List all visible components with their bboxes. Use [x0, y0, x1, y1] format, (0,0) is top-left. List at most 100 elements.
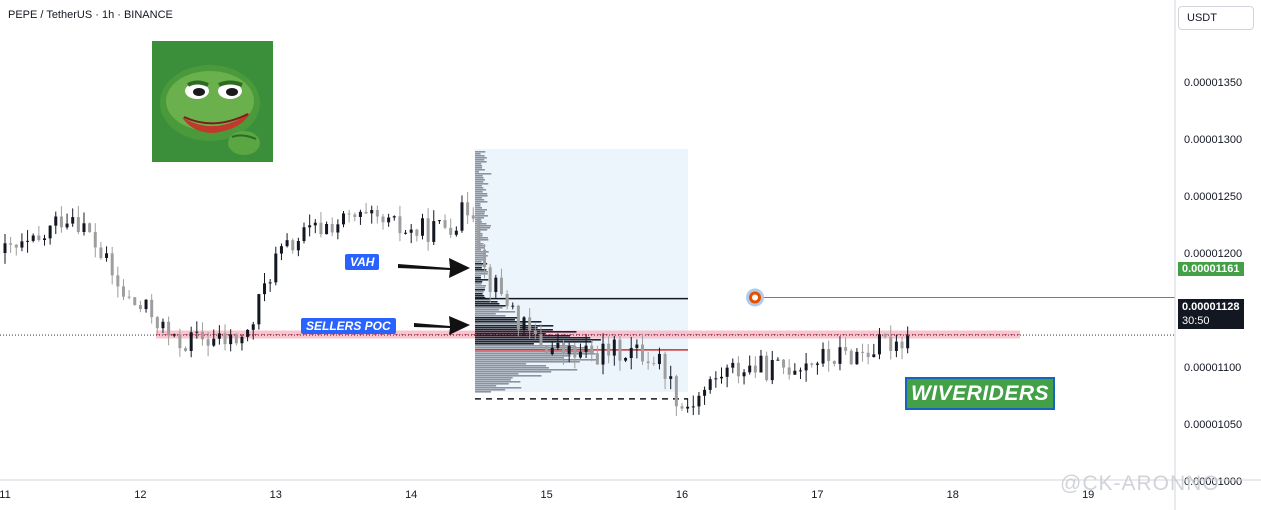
candle-body — [26, 240, 30, 242]
profile-bar — [475, 335, 570, 337]
candle-body — [889, 336, 893, 351]
candle-body — [279, 246, 283, 254]
candle-body — [347, 213, 351, 215]
candle-body — [838, 347, 842, 364]
profile-bar — [475, 381, 521, 383]
candle-body — [172, 334, 176, 336]
candle-body — [138, 305, 142, 310]
candle-body — [9, 243, 13, 245]
profile-bar — [475, 257, 486, 259]
candle-body — [844, 347, 848, 351]
candle-body — [42, 238, 46, 240]
candle-body — [144, 299, 148, 310]
profile-bar — [475, 261, 482, 263]
profile-bar — [475, 313, 496, 315]
candle-body — [567, 345, 571, 355]
candle-body — [680, 406, 684, 409]
candle-body — [499, 277, 503, 295]
profile-bar — [475, 315, 506, 317]
profile-bar — [475, 389, 506, 391]
profile-bar — [475, 153, 481, 155]
candle-body — [308, 225, 312, 228]
candle-body — [454, 230, 458, 235]
candle-body — [714, 378, 718, 380]
candle-body — [731, 362, 735, 368]
profile-bar — [475, 181, 484, 183]
pepe-frog-image — [152, 41, 273, 162]
profile-bar — [475, 217, 484, 219]
profile-bar — [475, 299, 491, 301]
candle-body — [759, 355, 763, 373]
profile-bar — [475, 167, 483, 169]
candle-body — [404, 232, 408, 234]
profile-bar — [475, 345, 576, 347]
profile-bar — [475, 367, 549, 369]
candle-body — [291, 240, 295, 251]
target-marker — [746, 288, 764, 307]
candle-body — [804, 363, 808, 371]
candle-body — [793, 370, 797, 375]
profile-bar — [475, 303, 500, 305]
profile-bar — [475, 297, 486, 299]
profile-levels — [0, 296, 1175, 400]
profile-bar — [475, 209, 488, 211]
candle-body — [302, 227, 306, 241]
candle-body — [178, 334, 182, 349]
profile-bar — [475, 177, 484, 179]
profile-bar — [475, 311, 516, 313]
profile-bar — [475, 163, 482, 165]
profile-bar — [475, 175, 483, 177]
candle-body — [161, 321, 165, 329]
candle-body — [71, 217, 75, 224]
profile-bar — [475, 301, 498, 303]
price-tick-label: 0.00001250 — [1184, 191, 1242, 203]
profile-bar — [475, 383, 509, 385]
candle-body — [3, 243, 7, 253]
candle-body — [189, 332, 193, 351]
candle-body — [539, 334, 543, 346]
profile-bar — [475, 213, 485, 215]
candle-body — [703, 389, 707, 396]
profile-bar — [475, 385, 497, 387]
candle-body — [776, 359, 780, 361]
candle-body — [392, 216, 396, 218]
candle-body — [787, 367, 791, 375]
candle-body — [48, 225, 52, 239]
candle-body — [483, 249, 487, 268]
profile-bar — [475, 327, 538, 329]
profile-bar — [475, 265, 483, 267]
profile-bar — [475, 263, 488, 265]
profile-bar — [475, 343, 534, 345]
candle-body — [708, 379, 712, 390]
profile-bar — [475, 197, 483, 199]
profile-bar — [475, 321, 542, 323]
vah-arrow — [398, 258, 470, 278]
candle-body — [663, 353, 667, 379]
candle-body — [855, 351, 859, 365]
candle-body — [832, 361, 836, 364]
candle-body — [426, 218, 430, 242]
profile-bar — [475, 191, 483, 193]
profile-bar — [475, 229, 488, 231]
profile-bar — [475, 207, 483, 209]
candle-body — [133, 297, 137, 306]
candle-body — [274, 253, 278, 283]
support-zone — [156, 330, 1020, 339]
profile-bar — [475, 347, 585, 349]
candle-body — [866, 352, 870, 358]
profile-bar — [475, 325, 554, 327]
profile-bar — [475, 275, 481, 277]
candle-body — [82, 223, 86, 233]
currency-selector[interactable]: USDT — [1178, 6, 1254, 30]
candle-body — [725, 367, 729, 377]
candle-body — [669, 376, 673, 379]
profile-bar — [475, 319, 515, 321]
profile-bar — [475, 255, 488, 257]
candle-body — [195, 331, 199, 333]
candle-body — [595, 353, 599, 365]
candle-body — [477, 218, 481, 250]
profile-bar — [475, 205, 481, 207]
profile-bar — [475, 309, 499, 311]
price-tick-label: 0.00001000 — [1184, 476, 1242, 488]
